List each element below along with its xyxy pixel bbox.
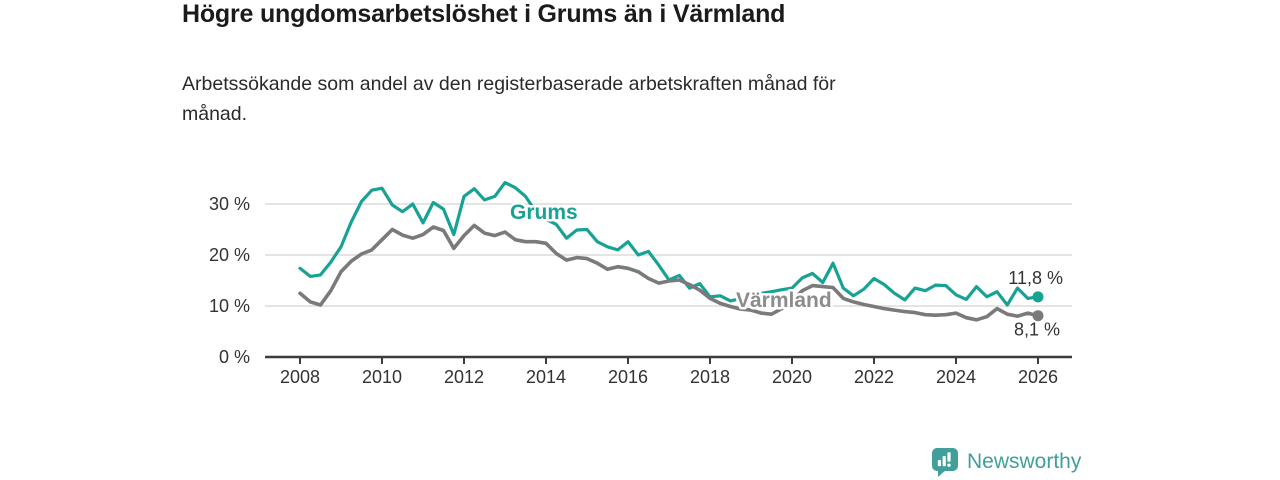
end-value-varmland: 8,1 % bbox=[1014, 320, 1060, 340]
page-title: Högre ungdomsarbetslöshet i Grums än i V… bbox=[182, 0, 786, 28]
series-label-varmland: Värmland bbox=[736, 289, 832, 312]
y-tick-label: 10 % bbox=[209, 296, 250, 316]
x-tick-label: 2016 bbox=[608, 367, 648, 387]
x-tick-label: 2008 bbox=[280, 367, 320, 387]
chart-subtitle-line-2: månad. bbox=[182, 103, 248, 125]
x-tick-label: 2022 bbox=[854, 367, 894, 387]
x-tick-label: 2020 bbox=[772, 367, 812, 387]
x-tick-label: 2018 bbox=[690, 367, 730, 387]
chart-subtitle: Arbetssökande som andel av den registerb… bbox=[182, 69, 836, 129]
chart-subtitle-line-1: Arbetssökande som andel av den registerb… bbox=[182, 73, 836, 95]
x-tick-label: 2024 bbox=[936, 367, 976, 387]
end-dot-grums bbox=[1032, 291, 1044, 303]
newsworthy-wordmark: Newsworthy bbox=[967, 450, 1082, 473]
x-tick-label: 2012 bbox=[444, 367, 484, 387]
x-tick-label: 2014 bbox=[526, 367, 566, 387]
y-tick-label: 20 % bbox=[209, 245, 250, 265]
y-tick-label: 0 % bbox=[219, 347, 250, 367]
x-tick-label: 2010 bbox=[362, 367, 402, 387]
newsworthy-logo-icon bbox=[932, 447, 958, 477]
y-tick-label: 30 % bbox=[209, 194, 250, 214]
end-value-grums: 11,8 % bbox=[1008, 268, 1063, 288]
series-line-varmland bbox=[298, 223, 1040, 322]
end-dot-varmland bbox=[1032, 310, 1044, 322]
newsworthy-logo: Newsworthy bbox=[931, 446, 1081, 478]
series-line-grums bbox=[298, 181, 1040, 307]
series-label-grums: Grums bbox=[510, 201, 578, 224]
x-tick-label: 2026 bbox=[1018, 367, 1058, 387]
